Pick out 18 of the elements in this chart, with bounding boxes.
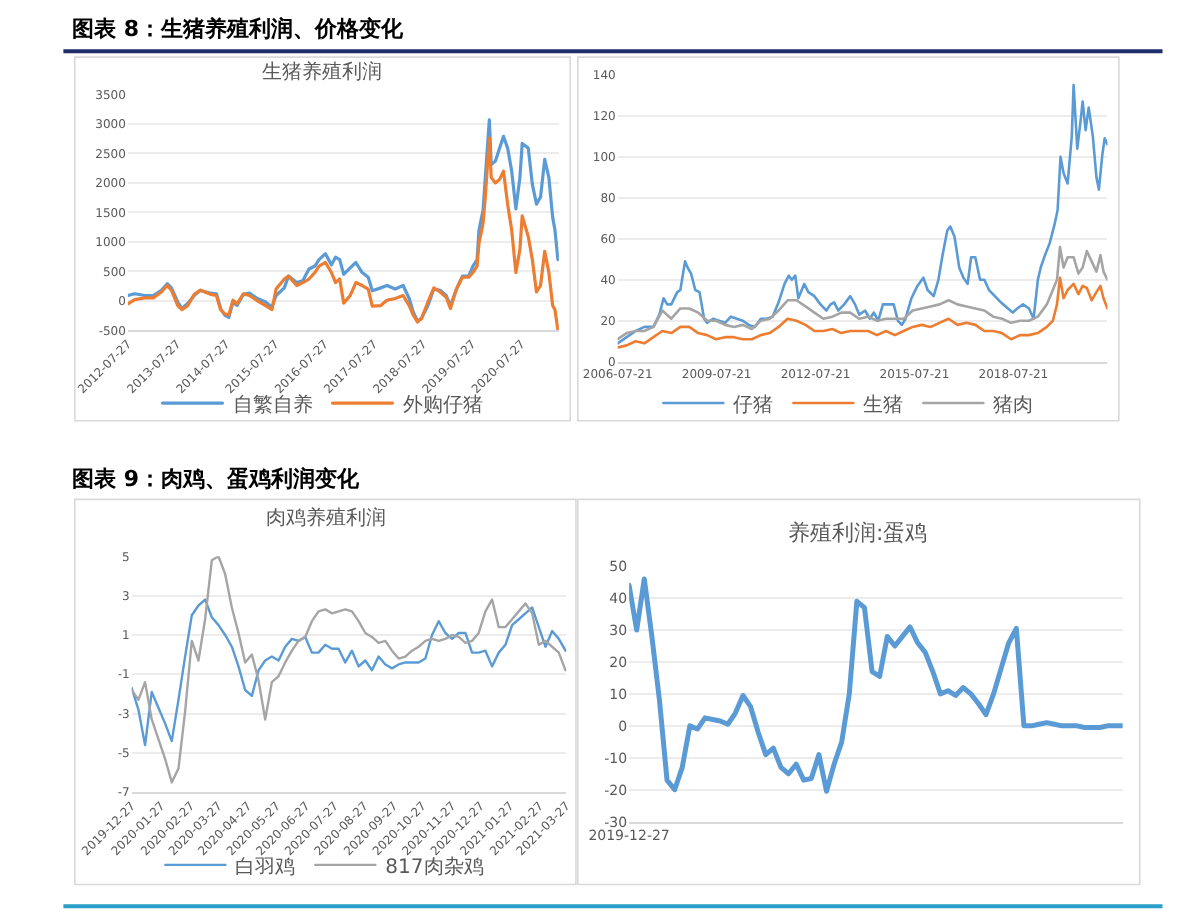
- legend-label: 猪肉: [993, 392, 1034, 417]
- text: 图表 9：肉鸡、蛋鸡利润变化: [72, 466, 361, 492]
- legend-label: 外购仔猪: [402, 392, 483, 417]
- legend-label: 自繁自养: [232, 392, 313, 417]
- chart-title: 肉鸡养殖利润: [266, 506, 386, 530]
- line-series: [131, 598, 567, 747]
- line-series: [629, 576, 1123, 794]
- legend-label: 仔猪: [733, 392, 774, 417]
- chart-title: 生猪养殖利润: [262, 60, 382, 84]
- legend-label: 817肉杂鸡: [385, 854, 484, 879]
- line-series: [617, 276, 1108, 349]
- line-series: [617, 83, 1108, 345]
- line-series: [131, 556, 567, 784]
- text: 图表 8：生猪养殖利润、价格变化: [72, 16, 405, 42]
- legend-label: 生猪: [863, 392, 904, 417]
- line-series: [617, 245, 1108, 341]
- legend-label: 白羽鸡: [235, 854, 296, 879]
- chart-title: 养殖利润:蛋鸡: [788, 520, 928, 546]
